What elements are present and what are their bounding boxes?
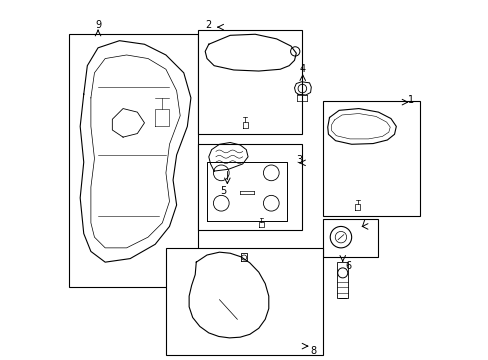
Bar bbox=[165, 248, 323, 355]
Text: 7: 7 bbox=[358, 219, 365, 229]
Bar bbox=[198, 30, 301, 134]
Text: 4: 4 bbox=[299, 64, 305, 74]
Bar bbox=[198, 144, 301, 230]
Text: 5: 5 bbox=[220, 186, 226, 196]
Bar bbox=[69, 33, 198, 287]
Bar bbox=[336, 262, 348, 298]
Text: 3: 3 bbox=[296, 156, 302, 165]
Bar bbox=[323, 102, 419, 216]
Text: 1: 1 bbox=[407, 95, 413, 105]
Bar bbox=[323, 219, 378, 257]
Text: 8: 8 bbox=[310, 346, 316, 356]
Text: 6: 6 bbox=[345, 261, 350, 271]
Text: 2: 2 bbox=[205, 19, 211, 30]
Text: 9: 9 bbox=[95, 19, 101, 30]
